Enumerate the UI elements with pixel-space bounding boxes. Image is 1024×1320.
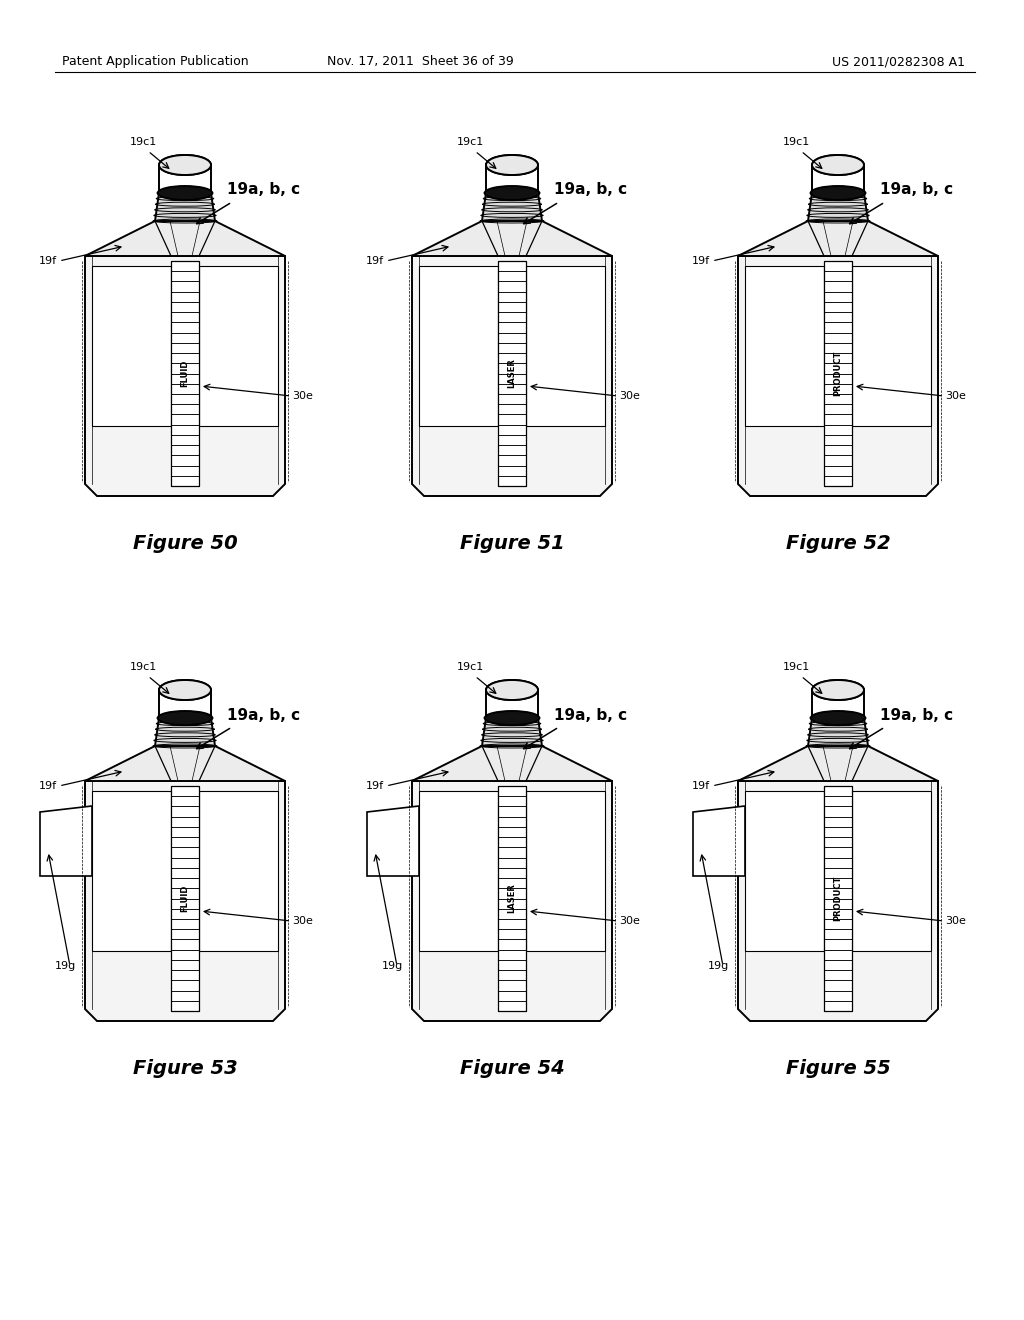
Polygon shape (85, 781, 285, 1020)
Text: 19g: 19g (708, 961, 729, 972)
Ellipse shape (486, 680, 538, 700)
Text: 19f: 19f (366, 256, 384, 267)
Polygon shape (738, 220, 938, 256)
Polygon shape (419, 791, 498, 950)
Text: Figure 50: Figure 50 (133, 535, 238, 553)
Polygon shape (419, 267, 498, 426)
Polygon shape (40, 807, 92, 876)
Text: Figure 52: Figure 52 (785, 535, 891, 553)
Polygon shape (745, 267, 824, 426)
Ellipse shape (486, 154, 538, 176)
Text: PRODUCT: PRODUCT (834, 351, 843, 396)
Polygon shape (526, 267, 605, 426)
Text: 19c1: 19c1 (457, 137, 484, 147)
Polygon shape (526, 791, 605, 950)
Text: 19a, b, c: 19a, b, c (554, 708, 627, 722)
Text: 30e: 30e (292, 916, 313, 927)
Polygon shape (155, 193, 215, 220)
Polygon shape (92, 791, 171, 950)
Ellipse shape (158, 711, 212, 725)
Polygon shape (738, 256, 938, 496)
Text: 19c1: 19c1 (457, 663, 484, 672)
Polygon shape (808, 718, 868, 746)
Polygon shape (808, 193, 868, 220)
Text: 19f: 19f (366, 781, 384, 791)
Polygon shape (824, 261, 852, 486)
Ellipse shape (484, 711, 540, 725)
Text: 19c1: 19c1 (783, 137, 810, 147)
Polygon shape (498, 785, 526, 1011)
Polygon shape (693, 807, 745, 876)
Text: 30e: 30e (618, 391, 640, 401)
Ellipse shape (812, 154, 864, 176)
Text: 19f: 19f (39, 256, 57, 267)
Text: 19a, b, c: 19a, b, c (880, 708, 953, 722)
Ellipse shape (159, 154, 211, 176)
Text: LASER: LASER (508, 883, 516, 913)
Text: 19c1: 19c1 (783, 663, 810, 672)
Text: 19a, b, c: 19a, b, c (554, 182, 627, 198)
Polygon shape (199, 791, 278, 950)
Polygon shape (85, 256, 285, 496)
Text: Patent Application Publication: Patent Application Publication (62, 55, 249, 69)
Ellipse shape (159, 680, 211, 700)
Text: FLUID: FLUID (180, 884, 189, 912)
Polygon shape (412, 256, 612, 496)
Ellipse shape (812, 154, 864, 176)
Text: 19a, b, c: 19a, b, c (227, 708, 300, 722)
Polygon shape (852, 791, 931, 950)
Text: Nov. 17, 2011  Sheet 36 of 39: Nov. 17, 2011 Sheet 36 of 39 (327, 55, 513, 69)
Text: 30e: 30e (618, 916, 640, 927)
Text: 19g: 19g (55, 961, 76, 972)
Text: FLUID: FLUID (180, 360, 189, 387)
Text: 19c1: 19c1 (130, 137, 158, 147)
Polygon shape (852, 267, 931, 426)
Text: Figure 53: Figure 53 (133, 1059, 238, 1078)
Text: PRODUCT: PRODUCT (834, 875, 843, 921)
Text: 19a, b, c: 19a, b, c (227, 182, 300, 198)
Ellipse shape (484, 186, 540, 201)
Polygon shape (85, 746, 285, 781)
Polygon shape (155, 718, 215, 746)
Text: 30e: 30e (945, 916, 966, 927)
Text: Figure 55: Figure 55 (785, 1059, 891, 1078)
Text: 19g: 19g (382, 961, 403, 972)
Text: 19f: 19f (692, 781, 710, 791)
Polygon shape (482, 718, 542, 746)
Polygon shape (482, 193, 542, 220)
Polygon shape (738, 746, 938, 781)
Text: LASER: LASER (508, 359, 516, 388)
Text: 19f: 19f (39, 781, 57, 791)
Text: 19c1: 19c1 (130, 663, 158, 672)
Polygon shape (412, 746, 612, 781)
Text: Figure 54: Figure 54 (460, 1059, 564, 1078)
Ellipse shape (811, 186, 865, 201)
Ellipse shape (159, 680, 211, 700)
Polygon shape (92, 267, 171, 426)
Ellipse shape (811, 711, 865, 725)
Polygon shape (412, 220, 612, 256)
Ellipse shape (812, 680, 864, 700)
Polygon shape (171, 785, 199, 1011)
Polygon shape (412, 781, 612, 1020)
Polygon shape (171, 261, 199, 486)
Text: 30e: 30e (945, 391, 966, 401)
Polygon shape (199, 267, 278, 426)
Text: Figure 51: Figure 51 (460, 535, 564, 553)
Polygon shape (824, 785, 852, 1011)
Ellipse shape (486, 154, 538, 176)
Polygon shape (745, 791, 824, 950)
Polygon shape (738, 781, 938, 1020)
Polygon shape (498, 261, 526, 486)
Text: 30e: 30e (292, 391, 313, 401)
Text: 19a, b, c: 19a, b, c (880, 182, 953, 198)
Ellipse shape (812, 680, 864, 700)
Text: US 2011/0282308 A1: US 2011/0282308 A1 (831, 55, 965, 69)
Ellipse shape (158, 186, 212, 201)
Ellipse shape (159, 154, 211, 176)
Polygon shape (367, 807, 419, 876)
Polygon shape (85, 220, 285, 256)
Text: 19f: 19f (692, 256, 710, 267)
Ellipse shape (486, 680, 538, 700)
